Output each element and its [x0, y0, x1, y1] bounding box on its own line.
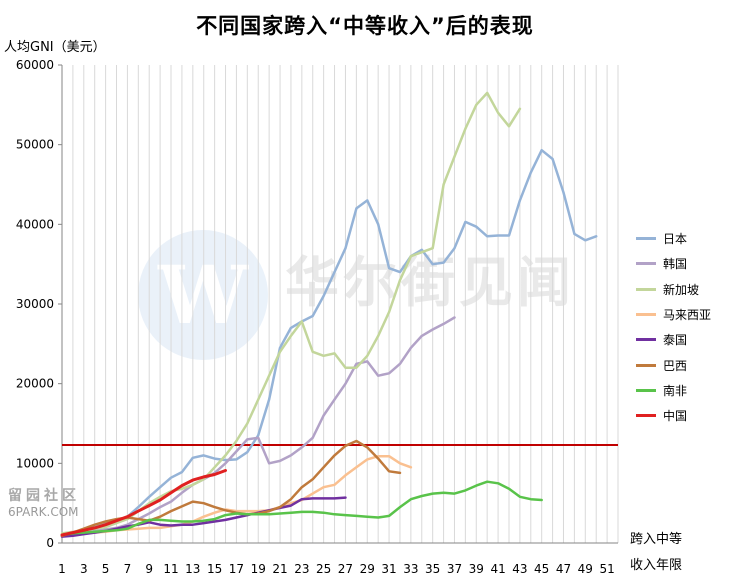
x-tick-label-51: 51	[599, 562, 614, 576]
x-tick-label-41: 41	[490, 562, 505, 576]
series-line-0	[60, 148, 598, 537]
legend-item-7: 中国	[636, 403, 711, 428]
legend-label-3: 马来西亚	[663, 308, 712, 323]
x-tick-label-33: 33	[403, 562, 418, 576]
y-tick-label-20000: 20000	[16, 377, 54, 391]
y-tick-label-50000: 50000	[16, 138, 54, 152]
y-tick-label-60000: 60000	[16, 58, 54, 72]
x-tick-label-21: 21	[272, 562, 287, 576]
site-watermark-name: 留园社区	[8, 488, 80, 504]
x-tick-label-5: 5	[102, 562, 110, 576]
x-tick-label-11: 11	[163, 562, 178, 576]
series-line-1	[60, 316, 456, 538]
x-tick-label-25: 25	[316, 562, 331, 576]
x-tick-label-27: 27	[338, 562, 353, 576]
legend-item-0: 日本	[636, 226, 711, 251]
x-tick-label-19: 19	[251, 562, 266, 576]
legend-swatch-6	[636, 388, 656, 392]
legend-item-1: 韩国	[636, 251, 711, 276]
legend-label-1: 韩国	[663, 257, 688, 272]
x-tick-label-13: 13	[185, 562, 200, 576]
x-tick-label-7: 7	[124, 562, 132, 576]
legend-label-4: 泰国	[663, 333, 688, 348]
legend-swatch-1	[636, 262, 656, 266]
x-tick-label-9: 9	[145, 562, 153, 576]
series-line-6	[60, 480, 543, 537]
x-tick-label-23: 23	[294, 562, 309, 576]
legend-swatch-2	[636, 287, 656, 291]
x-axis-title-line-1: 跨入中等	[630, 532, 683, 547]
legend-label-5: 巴西	[663, 358, 688, 373]
x-axis-title-line-2: 收入年限	[630, 558, 683, 573]
y-tick-label-0: 0	[46, 536, 54, 550]
legend-swatch-3	[636, 313, 656, 317]
legend-item-5: 巴西	[636, 352, 711, 377]
x-tick-label-39: 39	[469, 562, 484, 576]
legend-label-2: 新加坡	[663, 282, 700, 297]
legend-label-0: 日本	[663, 232, 688, 247]
x-tick-label-15: 15	[207, 562, 222, 576]
legend-swatch-5	[636, 363, 656, 367]
x-tick-label-31: 31	[381, 562, 396, 576]
site-watermark: 留园社区 6PARK.COM	[8, 488, 80, 520]
legend-label-6: 南非	[663, 383, 688, 398]
x-tick-label-43: 43	[512, 562, 527, 576]
x-tick-label-45: 45	[534, 562, 549, 576]
legend-swatch-0	[636, 237, 656, 241]
legend-item-3: 马来西亚	[636, 302, 711, 327]
series-line-7	[60, 469, 227, 537]
y-tick-label-40000: 40000	[16, 217, 54, 231]
x-tick-label-17: 17	[229, 562, 244, 576]
legend-item-4: 泰国	[636, 327, 711, 352]
legend-item-2: 新加坡	[636, 277, 711, 302]
y-axis-title: 人均GNI（美元）	[4, 40, 106, 55]
y-tick-label-10000: 10000	[16, 456, 54, 470]
x-tick-label-47: 47	[556, 562, 571, 576]
watermark-name: 华尔街见闻	[285, 250, 575, 314]
x-tick-label-49: 49	[578, 562, 593, 576]
x-tick-label-3: 3	[80, 562, 88, 576]
y-tick-label-30000: 30000	[16, 297, 54, 311]
x-tick-label-1: 1	[58, 562, 66, 576]
x-tick-label-35: 35	[425, 562, 440, 576]
legend-label-7: 中国	[663, 409, 688, 424]
x-tick-label-37: 37	[447, 562, 462, 576]
x-tick-label-29: 29	[360, 562, 375, 576]
legend: 日本韩国新加坡马来西亚泰国巴西南非中国	[636, 226, 711, 428]
site-watermark-url: 6PARK.COM	[8, 505, 79, 519]
legend-item-6: 南非	[636, 378, 711, 403]
chart-title: 不同国家跨入“中等收入”后的表现	[196, 14, 534, 38]
watermark-logo-letter: W	[158, 248, 248, 342]
legend-swatch-4	[636, 338, 656, 342]
legend-swatch-7	[636, 414, 656, 418]
